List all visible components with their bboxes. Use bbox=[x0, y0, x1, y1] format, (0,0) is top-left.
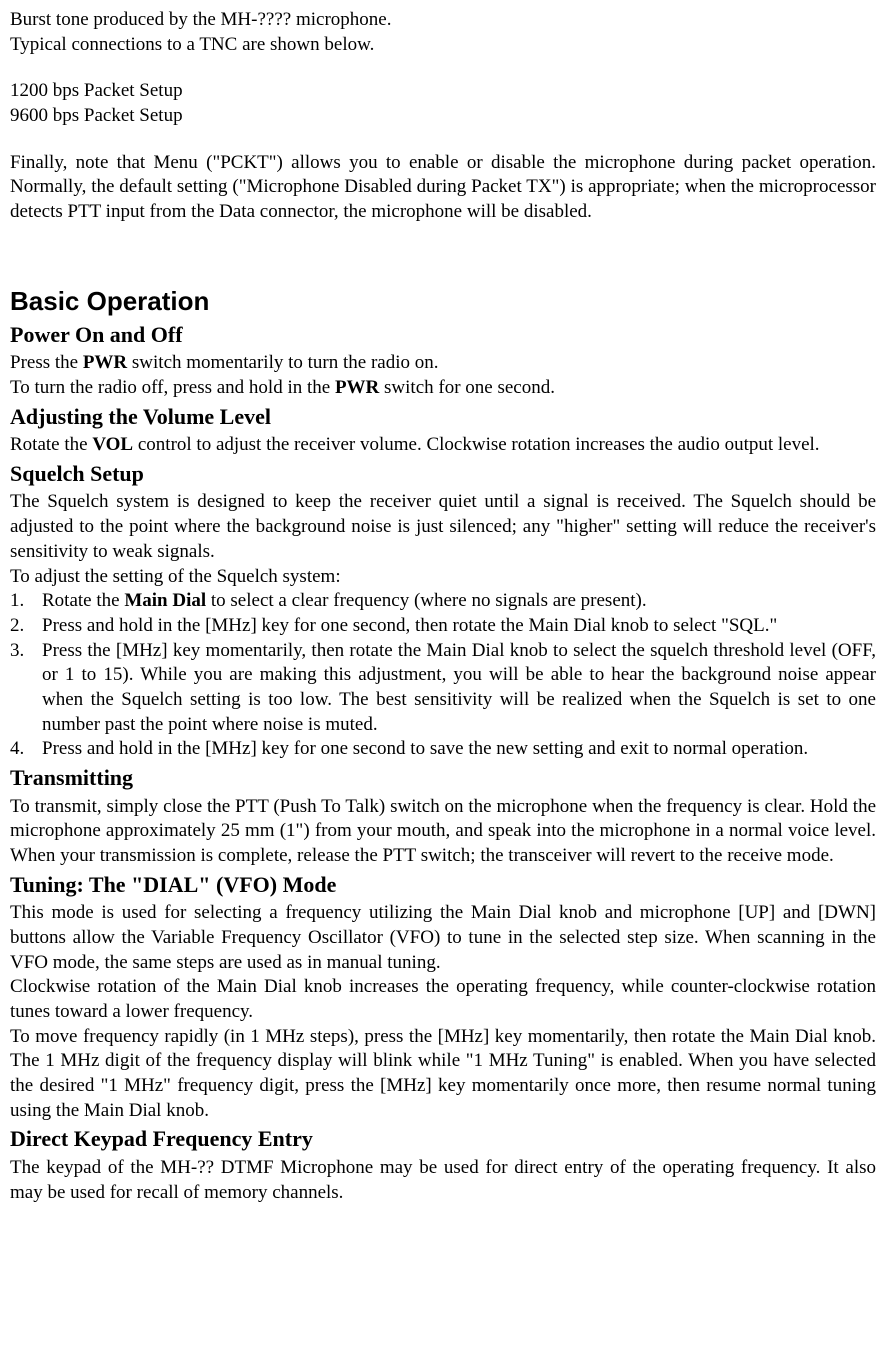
li1-pre: Rotate the bbox=[42, 590, 124, 611]
setup-1200: 1200 bps Packet Setup bbox=[10, 79, 876, 104]
transmitting-heading: Transmitting bbox=[10, 764, 876, 793]
volume-heading: Adjusting the Volume Level bbox=[10, 403, 876, 432]
intro-line-2: Typical connections to a TNC are shown b… bbox=[10, 33, 876, 58]
list-num-2: 2. bbox=[10, 614, 42, 639]
basic-operation-heading: Basic Operation bbox=[10, 285, 876, 319]
list-item: 4. Press and hold in the [MHz] key for o… bbox=[10, 737, 876, 762]
squelch-p2: To adjust the setting of the Squelch sys… bbox=[10, 565, 876, 590]
intro-line-1: Burst tone produced by the MH-???? micro… bbox=[10, 8, 876, 33]
power-p2-bold: PWR bbox=[335, 377, 379, 398]
list-num-1: 1. bbox=[10, 589, 42, 614]
setup-9600: 9600 bps Packet Setup bbox=[10, 104, 876, 129]
li1-bold: Main Dial bbox=[124, 590, 206, 611]
list-item: 2. Press and hold in the [MHz] key for o… bbox=[10, 614, 876, 639]
list-num-4: 4. bbox=[10, 737, 42, 762]
list-num-3: 3. bbox=[10, 639, 42, 738]
keypad-heading: Direct Keypad Frequency Entry bbox=[10, 1125, 876, 1154]
list-item: 1. Rotate the Main Dial to select a clea… bbox=[10, 589, 876, 614]
intro-para: Finally, note that Menu ("PCKT") allows … bbox=[10, 151, 876, 225]
li1-post: to select a clear frequency (where no si… bbox=[206, 590, 646, 611]
power-p1-pre: Press the bbox=[10, 352, 83, 373]
list-text-4: Press and hold in the [MHz] key for one … bbox=[42, 737, 876, 762]
transmitting-p1: To transmit, simply close the PTT (Push … bbox=[10, 795, 876, 869]
list-text-2: Press and hold in the [MHz] key for one … bbox=[42, 614, 876, 639]
volume-p1-bold: VOL bbox=[92, 434, 133, 455]
power-p1: Press the PWR switch momentarily to turn… bbox=[10, 351, 876, 376]
tuning-heading: Tuning: The "DIAL" (VFO) Mode bbox=[10, 871, 876, 900]
power-p2: To turn the radio off, press and hold in… bbox=[10, 376, 876, 401]
squelch-heading: Squelch Setup bbox=[10, 460, 876, 489]
list-text-1: Rotate the Main Dial to select a clear f… bbox=[42, 589, 876, 614]
tuning-p2: Clockwise rotation of the Main Dial knob… bbox=[10, 975, 876, 1024]
power-p1-post: switch momentarily to turn the radio on. bbox=[127, 352, 438, 373]
squelch-p1: The Squelch system is designed to keep t… bbox=[10, 490, 876, 564]
power-p2-post: switch for one second. bbox=[379, 377, 555, 398]
volume-p1: Rotate the VOL control to adjust the rec… bbox=[10, 433, 876, 458]
list-text-3: Press the [MHz] key momentarily, then ro… bbox=[42, 639, 876, 738]
power-p2-pre: To turn the radio off, press and hold in… bbox=[10, 377, 335, 398]
volume-p1-post: control to adjust the receiver volume. C… bbox=[133, 434, 819, 455]
power-heading: Power On and Off bbox=[10, 321, 876, 350]
power-p1-bold: PWR bbox=[83, 352, 127, 373]
volume-p1-pre: Rotate the bbox=[10, 434, 92, 455]
list-item: 3. Press the [MHz] key momentarily, then… bbox=[10, 639, 876, 738]
keypad-p1: The keypad of the MH-?? DTMF Microphone … bbox=[10, 1156, 876, 1205]
tuning-p3: To move frequency rapidly (in 1 MHz step… bbox=[10, 1025, 876, 1124]
tuning-p1: This mode is used for selecting a freque… bbox=[10, 901, 876, 975]
